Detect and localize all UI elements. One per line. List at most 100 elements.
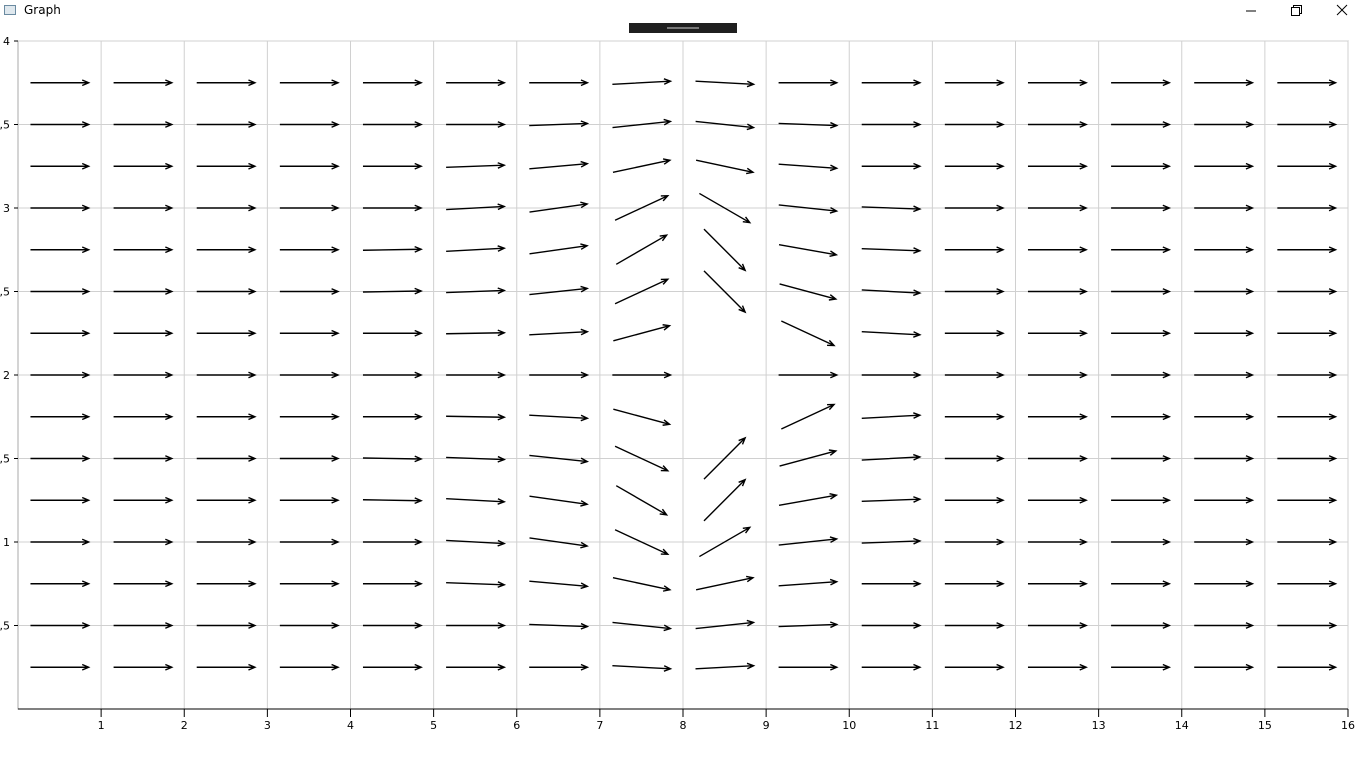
arrow — [362, 413, 423, 421]
arrow — [944, 121, 1005, 128]
arrow — [861, 537, 922, 545]
arrow — [113, 288, 174, 295]
arrow — [113, 663, 174, 671]
arrow — [196, 121, 257, 128]
arrow — [1194, 329, 1255, 337]
y-tick-label: 1 — [3, 536, 10, 549]
arrow — [279, 580, 340, 588]
arrow — [529, 243, 589, 255]
arrow — [113, 413, 174, 421]
arrow — [861, 247, 922, 254]
window-title: Graph — [24, 3, 61, 17]
restore-button[interactable] — [1274, 0, 1320, 22]
arrow — [30, 79, 91, 87]
arrow — [362, 371, 423, 379]
arrow — [703, 436, 747, 480]
arrow — [1277, 79, 1338, 87]
arrow — [113, 455, 174, 462]
arrow — [1027, 496, 1088, 504]
arrow — [529, 537, 589, 549]
arrow — [1027, 121, 1088, 128]
arrow — [1277, 329, 1338, 337]
arrow — [30, 663, 91, 671]
arrow — [113, 371, 174, 379]
arrow — [615, 234, 669, 265]
y-tick-label: 3,5 — [0, 119, 10, 132]
x-tick-label: 11 — [925, 719, 939, 732]
x-tick-label: 15 — [1258, 719, 1272, 732]
arrow — [279, 371, 340, 379]
arrow — [778, 663, 839, 671]
arrow — [861, 622, 922, 629]
arrow — [1194, 204, 1255, 212]
arrow — [30, 162, 91, 170]
arrow — [1277, 413, 1338, 421]
arrow — [279, 329, 340, 337]
arrow — [1277, 204, 1338, 212]
arrow — [944, 413, 1005, 421]
arrow — [1027, 246, 1088, 254]
arrow — [362, 663, 423, 671]
arrow — [113, 121, 174, 128]
arrow — [1111, 329, 1172, 337]
arrow — [861, 663, 922, 671]
arrow — [1111, 622, 1172, 629]
arrow — [944, 246, 1005, 254]
arrow — [279, 204, 340, 212]
arrow — [279, 455, 340, 462]
arrow — [1277, 538, 1338, 546]
arrow — [614, 278, 670, 305]
minimize-button[interactable] — [1228, 0, 1274, 22]
arrow — [613, 408, 672, 426]
arrow — [1277, 371, 1338, 379]
arrow — [446, 455, 507, 463]
app-icon — [4, 5, 16, 15]
arrow — [30, 329, 91, 337]
toolbar-handle[interactable] — [629, 23, 737, 33]
arrow — [1194, 246, 1255, 254]
arrow — [30, 413, 91, 421]
arrow — [196, 663, 257, 671]
arrow — [196, 162, 257, 170]
arrow — [196, 622, 257, 629]
arrow — [446, 581, 507, 588]
arrow — [279, 496, 340, 504]
y-tick-label: 2 — [3, 369, 10, 382]
arrow — [529, 328, 590, 336]
arrow — [196, 79, 257, 87]
arrow — [1194, 121, 1255, 128]
close-button[interactable] — [1320, 0, 1366, 22]
arrow — [1194, 288, 1255, 295]
arrow — [703, 270, 747, 314]
arrow — [529, 285, 590, 296]
arrow — [1277, 288, 1338, 295]
arrow — [695, 619, 756, 630]
arrow — [196, 496, 257, 504]
arrow — [695, 575, 755, 591]
arrow — [1111, 246, 1172, 254]
arrow — [446, 539, 507, 547]
arrow — [1277, 121, 1338, 128]
arrow — [778, 371, 839, 379]
arrow — [861, 580, 922, 588]
x-tick-label: 4 — [347, 719, 354, 732]
arrow — [362, 245, 423, 253]
arrow — [944, 371, 1005, 379]
arrow — [944, 580, 1005, 588]
arrow — [362, 497, 423, 505]
arrow — [612, 371, 673, 379]
arrow — [614, 529, 670, 556]
arrow — [614, 194, 670, 221]
arrow — [30, 204, 91, 212]
arrow — [30, 455, 91, 462]
arrow — [446, 287, 507, 295]
arrow — [30, 496, 91, 504]
arrow — [113, 580, 174, 588]
arrow — [1194, 622, 1255, 629]
arrow — [362, 204, 423, 212]
arrow — [279, 162, 340, 170]
arrow — [113, 496, 174, 504]
arrow — [614, 445, 670, 472]
arrow — [362, 329, 423, 337]
y-tick-label: 1,5 — [0, 453, 10, 466]
